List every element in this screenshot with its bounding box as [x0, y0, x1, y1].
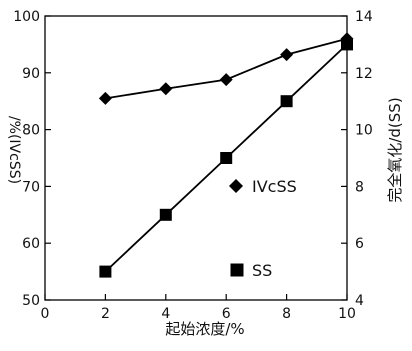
data-point-ivcss — [98, 91, 112, 105]
legend-label: IVcSS — [252, 177, 297, 196]
y-right-tick-label: 12 — [355, 66, 373, 82]
x-tick-label: 6 — [222, 306, 231, 322]
x-axis-label: 起始浓度/% — [165, 320, 244, 338]
y-axis-label-left: /%(IVcSS) — [6, 116, 22, 184]
x-tick-label: 0 — [41, 306, 50, 322]
series-ivcss — [98, 32, 354, 105]
plot-frame — [44, 15, 348, 301]
data-point-ss — [159, 208, 172, 221]
y-right-tick-label: 4 — [355, 293, 364, 309]
series-layer — [98, 32, 354, 278]
y-left-tick-label: 70 — [22, 179, 40, 195]
y-right-tick-label: 14 — [355, 9, 373, 25]
y-left-tick-label: 50 — [22, 293, 40, 309]
y-right-tick-label: 6 — [355, 236, 364, 252]
y-left-tick-label: 90 — [22, 66, 40, 82]
data-point-ss — [341, 38, 353, 51]
legend-marker-diamond — [229, 179, 243, 193]
axis-ticks: 0 2 4 6 8 10 50 60 70 80 90 100 4 6 8 10 12 14 — [13, 9, 373, 322]
x-tick-label: 2 — [101, 306, 110, 322]
x-tick-label: 8 — [282, 306, 291, 322]
plot-area-border — [44, 15, 348, 301]
data-point-ivcss — [219, 73, 233, 87]
data-point-ivcss — [280, 48, 294, 62]
data-point-ss — [99, 265, 112, 278]
y-right-tick-label: 8 — [355, 179, 364, 195]
y-right-tick-label: 10 — [355, 123, 373, 139]
y-left-tick-label: 100 — [13, 9, 40, 25]
y-left-tick-label: 60 — [22, 236, 40, 252]
y-left-tick-label: 80 — [22, 123, 40, 139]
series-ss — [99, 38, 353, 278]
y-axis-label-right: 完全氧化/d(SS) — [386, 97, 404, 202]
legend-label: SS — [252, 261, 272, 280]
x-tick-label: 10 — [338, 306, 356, 322]
data-point-ss — [220, 152, 233, 164]
data-point-ivcss — [159, 82, 173, 96]
legend-item-ivcss: IVcSS — [229, 177, 297, 196]
x-tick-label: 4 — [161, 306, 170, 322]
legend: IVcSS SS — [229, 177, 297, 280]
data-point-ss — [280, 95, 293, 108]
series-line-ivcss — [105, 37, 348, 100]
legend-item-ss: SS — [230, 261, 272, 280]
legend-marker-square — [230, 263, 244, 277]
